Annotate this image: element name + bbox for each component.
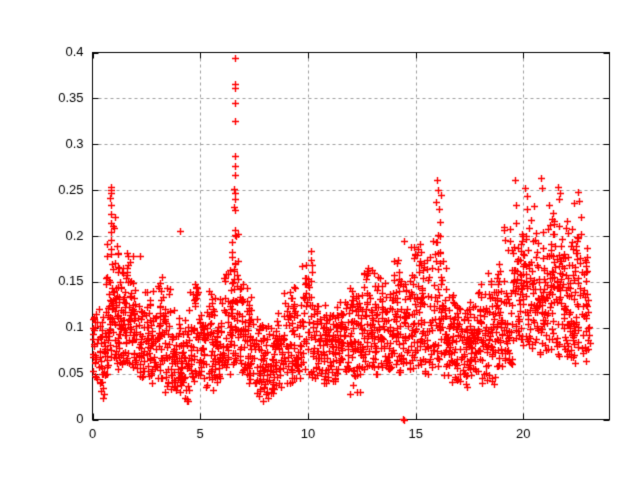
scatter-plot-canvas (0, 0, 640, 480)
gnuplot-window: Day 181 of 2025, SRMTID for receiver her… (0, 0, 640, 480)
